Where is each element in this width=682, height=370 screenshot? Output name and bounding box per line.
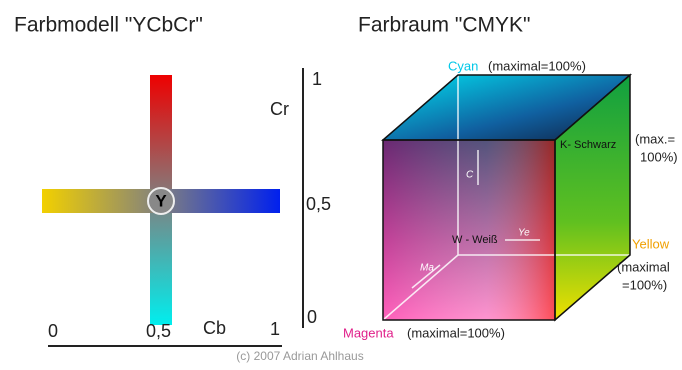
black-note: (max.= (635, 131, 675, 146)
axis-label: 0 (48, 321, 58, 341)
yellow-label: Yellow (632, 236, 670, 251)
cyan-note: (maximal=100%) (488, 58, 586, 73)
magenta-label: Magenta (343, 325, 394, 340)
title: Farbmodell "YCbCr" (14, 14, 203, 37)
axis-name: Cb (203, 318, 226, 338)
white-label: W - Weiß (452, 234, 498, 246)
yellow-note: (maximal (617, 259, 670, 274)
title: Farbraum "CMYK" (358, 14, 530, 37)
magenta-note: (maximal=100%) (407, 325, 505, 340)
diagram: Farbmodell "YCbCr" Farbraum "CMYK" Y 1 C… (0, 0, 682, 365)
axis-label: 1 (312, 69, 322, 89)
black-label: K- Schwarz (560, 139, 616, 151)
yellow-note: =100%) (622, 277, 667, 292)
axis-name: Cr (270, 99, 289, 119)
copyright: (c) 2007 Adrian Ahlhaus (236, 349, 363, 363)
arrow-label: C (466, 170, 474, 181)
axis-label: 0 (307, 307, 317, 327)
cyan-label: Cyan (448, 58, 478, 73)
axis-label: 1 (270, 319, 280, 339)
y-label: Y (155, 191, 167, 210)
axis-label: 0,5 (146, 321, 171, 341)
black-note: 100%) (640, 149, 678, 164)
arrow-label: Ma (420, 263, 434, 274)
axis-label: 0,5 (306, 194, 331, 214)
arrow-label: Ye (518, 228, 530, 239)
